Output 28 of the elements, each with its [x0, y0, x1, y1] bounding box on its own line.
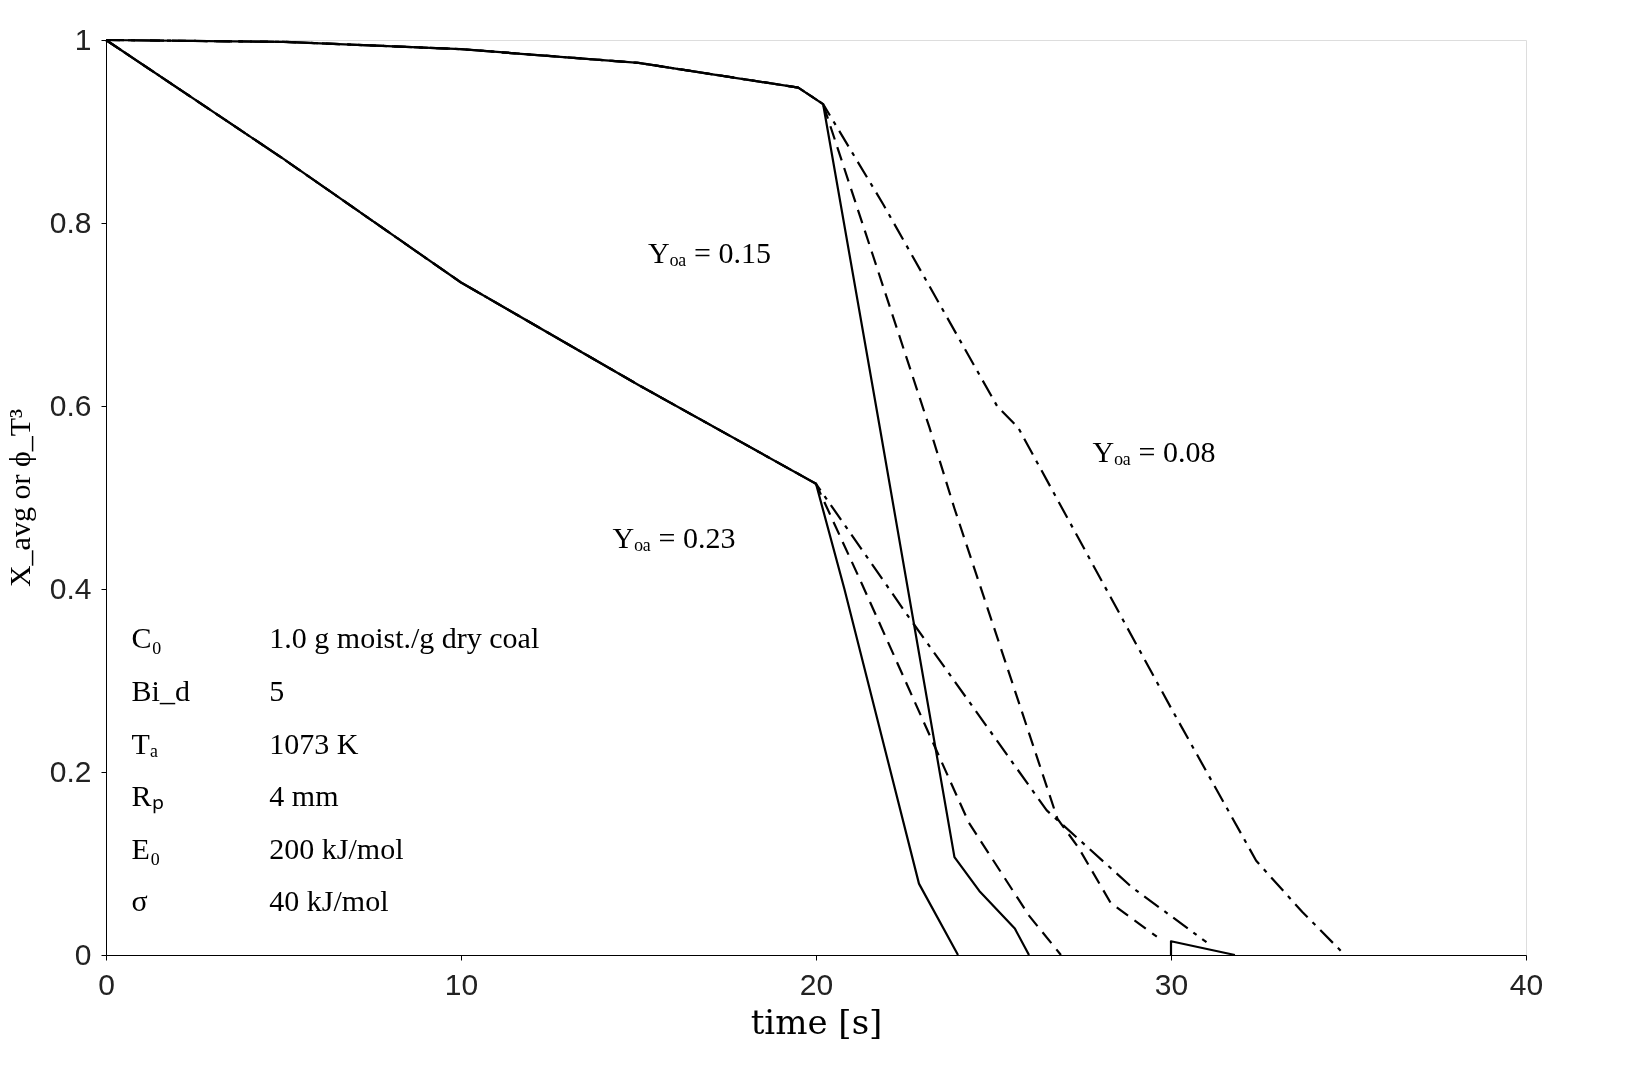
annotation: Yₒₐ = 0.23 — [612, 520, 736, 554]
annotation: 40 kJ/mol — [269, 884, 389, 918]
annotation: σ — [131, 884, 148, 918]
annotation: Tₐ — [131, 726, 159, 760]
y-tick-label: 0.2 — [49, 754, 92, 788]
y-tick-label: 0.4 — [49, 571, 92, 605]
x-tick-label: 20 — [799, 967, 834, 1001]
annotation: Bi_d — [131, 673, 190, 707]
annotation: 4 mm — [269, 779, 339, 813]
x-tick-label: 40 — [1509, 967, 1544, 1001]
annotation: E₀ — [131, 831, 161, 865]
y-tick-label: 0.8 — [49, 205, 92, 239]
annotation: Yₒₐ = 0.08 — [1092, 434, 1216, 468]
y-axis-title: X_avg or ϕ_T³ — [2, 408, 36, 588]
annotation: 1073 K — [269, 726, 359, 760]
y-tick-label: 1 — [74, 22, 92, 56]
annotation: Rₚ — [131, 779, 164, 815]
annotation: 200 kJ/mol — [269, 831, 404, 865]
annotation: C₀ — [131, 621, 163, 655]
annotation: Yₒₐ = 0.15 — [648, 236, 771, 270]
y-tick-label: 0.6 — [49, 388, 92, 422]
x-tick-label: 30 — [1154, 967, 1189, 1001]
x-axis-title: time [s] — [750, 1001, 883, 1042]
x-tick-label: 10 — [444, 967, 479, 1001]
y-tick-label: 0 — [74, 937, 92, 971]
annotation: 5 — [269, 673, 285, 707]
x-tick-label: 0 — [98, 967, 115, 1001]
annotation: 1.0 g moist./g dry coal — [269, 621, 540, 655]
